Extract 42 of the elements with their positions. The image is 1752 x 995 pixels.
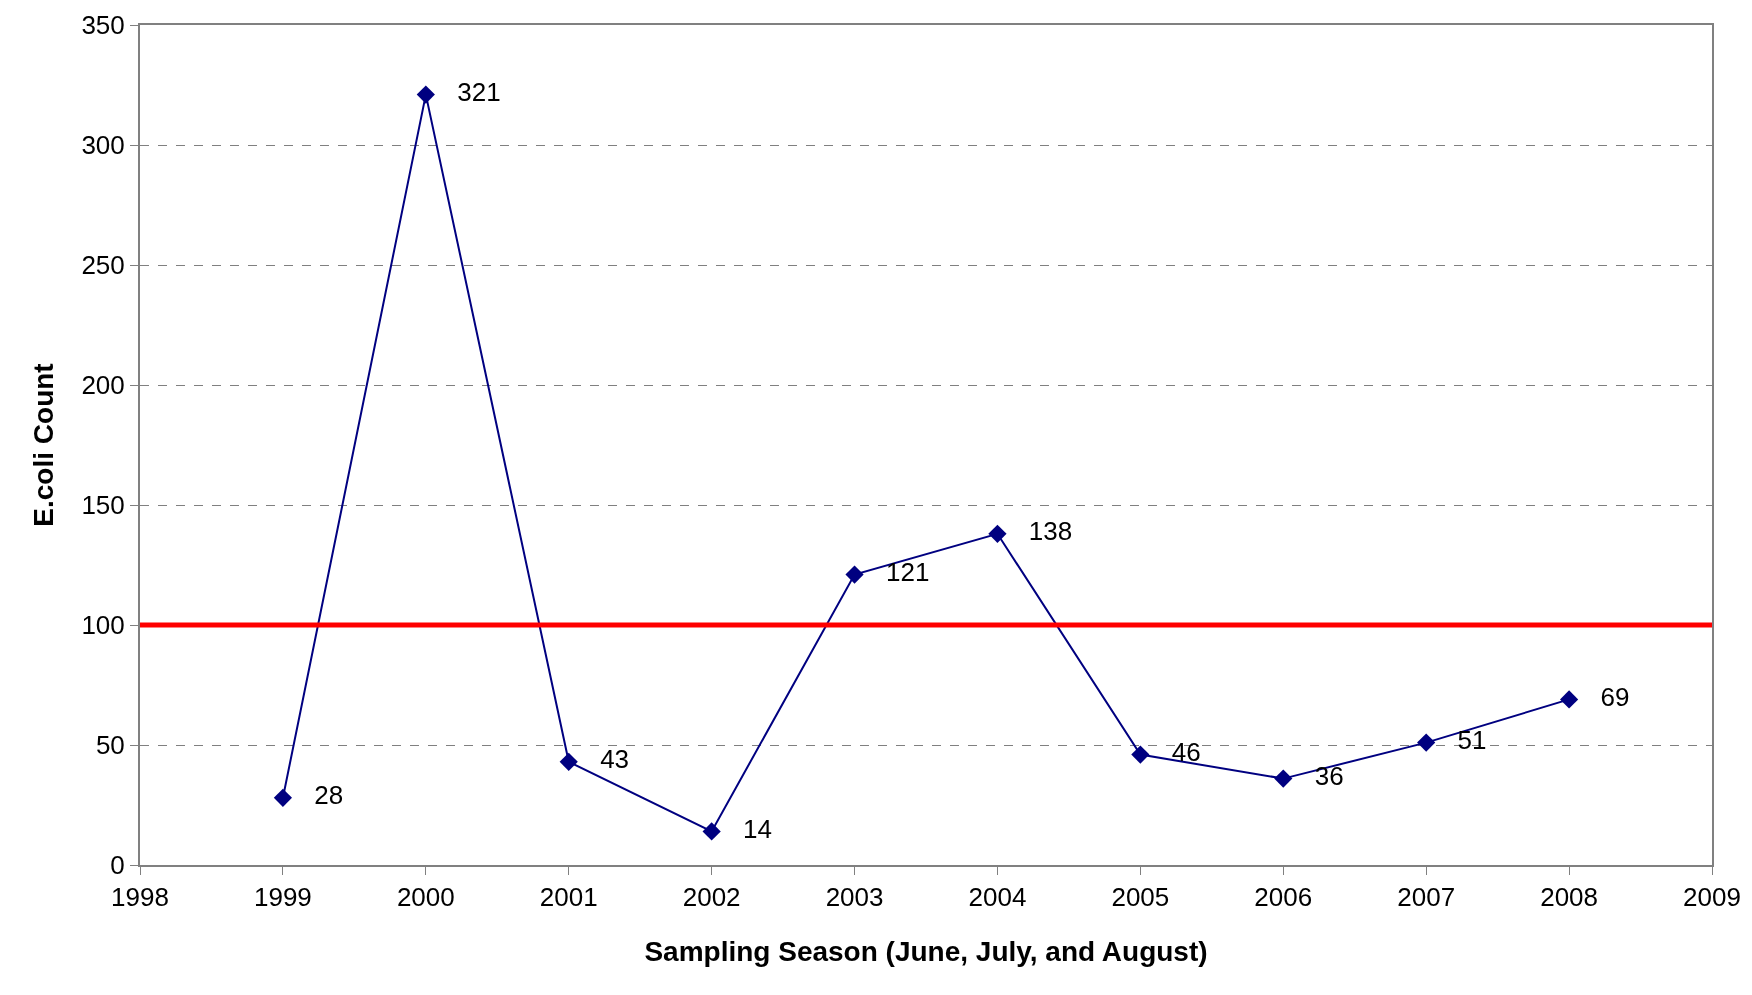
point	[1131, 745, 1150, 764]
data-label: 138	[1007, 516, 1073, 547]
data-label: 14	[721, 813, 772, 844]
y-tick-label: 150	[81, 490, 125, 521]
x-tick-label: 2001	[539, 882, 598, 913]
x-tick-label: 2006	[1254, 882, 1313, 913]
point	[559, 752, 578, 771]
y-tick-label: 100	[81, 610, 125, 641]
x-tick-label: 2005	[1111, 882, 1170, 913]
x-tick-label: 2008	[1540, 882, 1599, 913]
x-tick-label: 2002	[682, 882, 741, 913]
point	[273, 788, 293, 807]
data-label: 51	[1435, 725, 1487, 756]
point	[1559, 690, 1579, 709]
data-label: 69	[1578, 681, 1630, 712]
point	[1417, 733, 1436, 752]
x-tick-label: 2003	[825, 882, 884, 913]
x-axis-title: Sampling Season (June, July, and August)	[644, 935, 1208, 967]
data-label: 28	[292, 780, 344, 811]
x-tick-label: 2009	[1683, 882, 1741, 913]
data-label: 46	[1150, 737, 1201, 768]
data-label: 121	[864, 557, 930, 588]
point	[845, 565, 864, 584]
point	[702, 822, 721, 841]
x-tick-label: 2004	[968, 882, 1027, 913]
y-tick-label: 300	[81, 130, 125, 161]
point	[416, 85, 435, 104]
x-tick-label: 1999	[253, 882, 312, 913]
x-tick-label: 1998	[111, 882, 169, 913]
y-tick-label: 350	[81, 10, 125, 41]
data-label: 321	[435, 77, 501, 108]
y-tick-label: 50	[95, 730, 125, 761]
x-tick-label: 2007	[1397, 882, 1456, 913]
data-label: 36	[1293, 761, 1344, 792]
y-tick-label: 0	[110, 850, 125, 881]
y-tick-label: 250	[81, 250, 125, 281]
point	[988, 524, 1007, 543]
x-tick-label: 2000	[396, 882, 455, 913]
y-axis-title: E.coli Count	[27, 363, 59, 527]
data-label: 43	[578, 744, 630, 775]
y-tick-label: 200	[81, 370, 125, 401]
point	[1274, 769, 1293, 788]
